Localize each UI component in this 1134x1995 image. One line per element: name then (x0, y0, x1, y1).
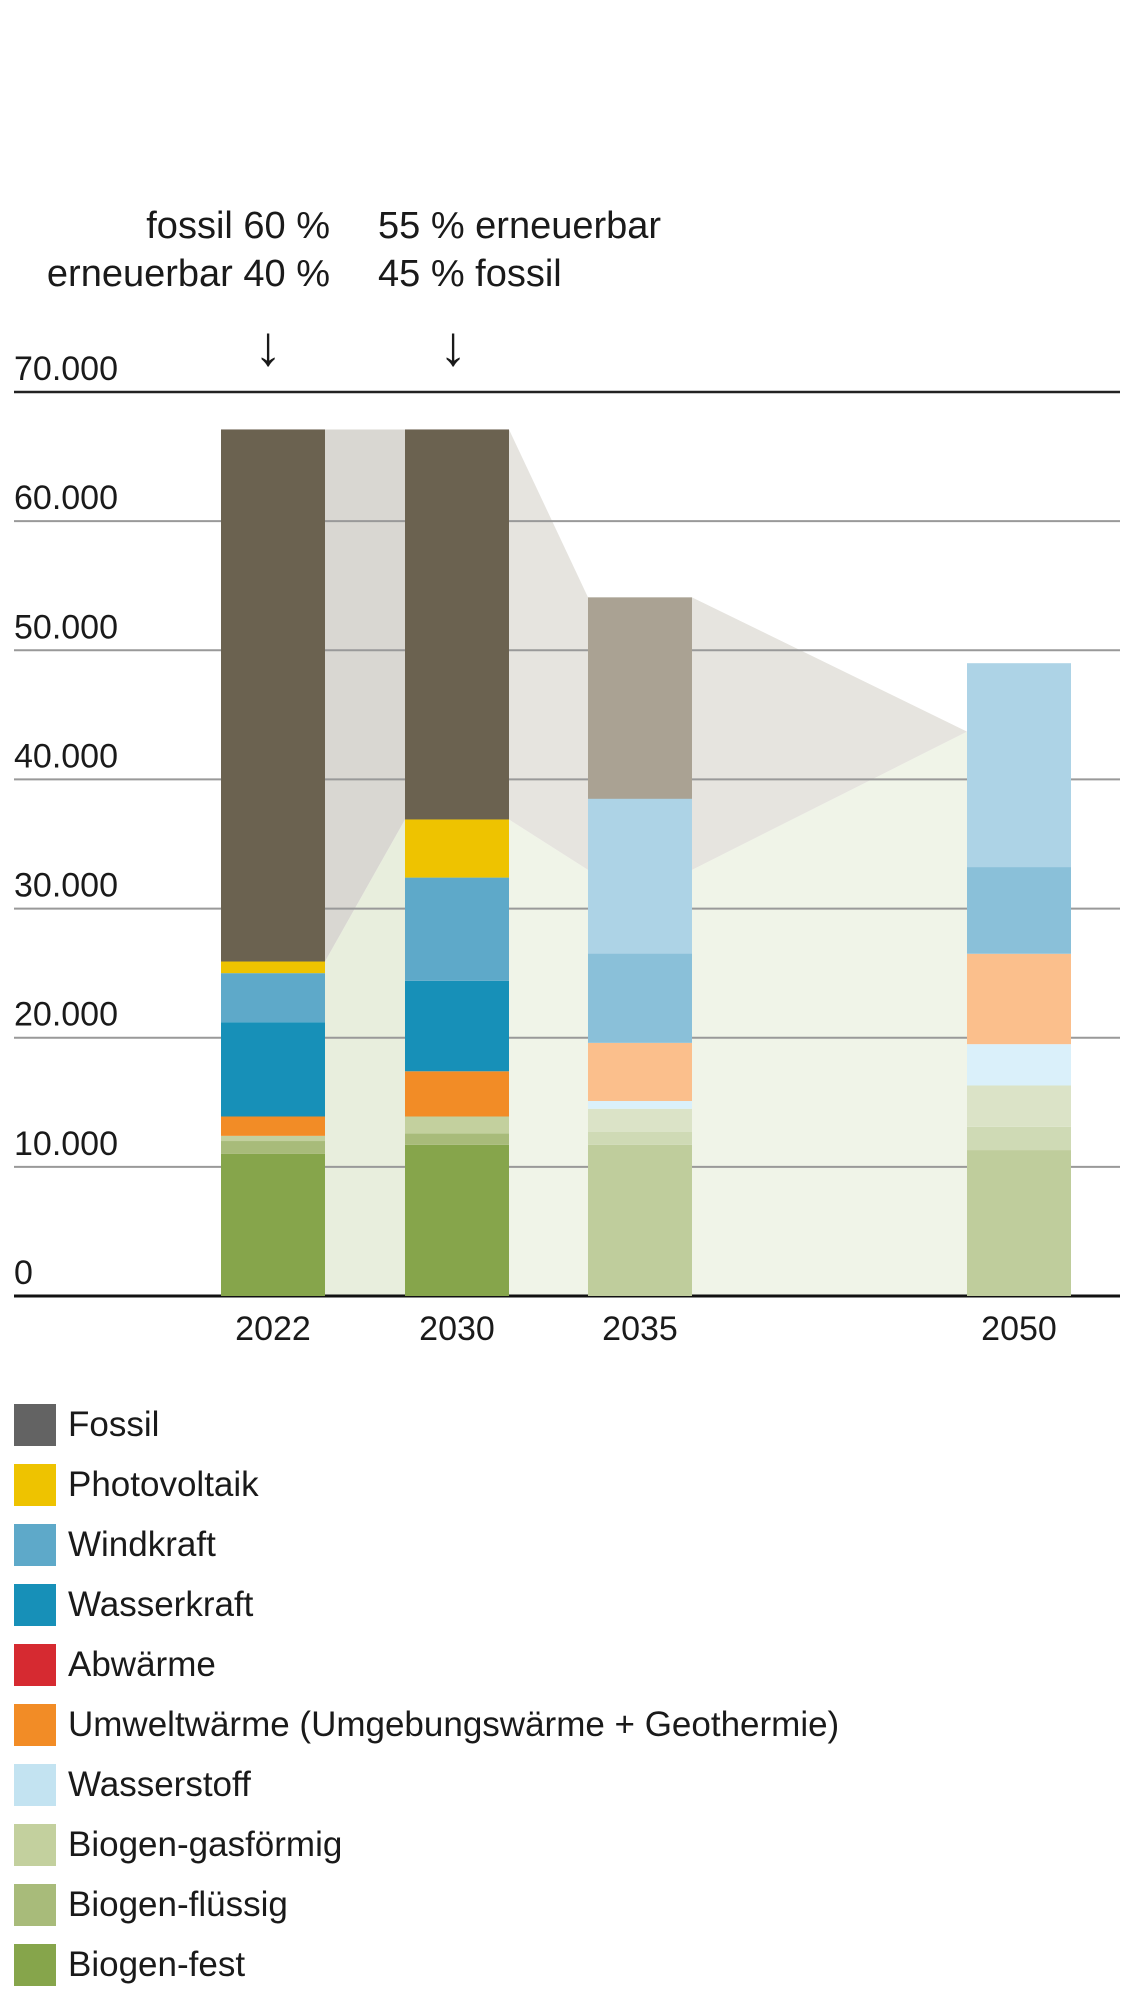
legend-item: Umweltwärme (Umgebungswärme + Geothermie… (14, 1695, 839, 1755)
renewable-band (509, 819, 588, 1296)
y-tick-label: 10.000 (14, 1125, 118, 1163)
annotation-2030-line1: 55 % erneuerbar (378, 205, 662, 247)
bar-segment (221, 973, 325, 1023)
bar-segment (221, 1022, 325, 1117)
legend-label: Fossil (68, 1405, 160, 1444)
y-tick-label: 70.000 (14, 350, 118, 388)
bar-segment (221, 1116, 325, 1136)
bar-segment (967, 864, 1071, 954)
legend-item: Wasserstoff (14, 1755, 839, 1815)
bar-segment (221, 1153, 325, 1296)
legend-item: Wasserkraft (14, 1575, 839, 1635)
bar-segment (405, 1133, 509, 1145)
legend-swatch (14, 1704, 56, 1746)
legend-label: Wasserstoff (68, 1765, 251, 1804)
arrow-down-icon: ↓ (254, 314, 282, 377)
fossil-band (325, 429, 405, 962)
renewable-band (325, 819, 405, 1296)
arrow-down-icon: ↓ (439, 314, 467, 377)
bar-segment (405, 877, 509, 981)
bar-segment (967, 953, 1071, 1045)
bar-segment (967, 663, 1071, 868)
x-tick-labels: 2022 2030 2035 2050 (235, 1310, 1057, 1348)
bar-segment (405, 1116, 509, 1134)
legend-item: Biogen-gasförmig (14, 1815, 839, 1875)
annotation-2022-line1: fossil 60 % (146, 205, 330, 247)
legend-item: Biogen-flüssig (14, 1875, 839, 1935)
x-tick-label: 2050 (981, 1310, 1057, 1348)
x-tick-label: 2022 (235, 1310, 311, 1348)
y-tick-label: 60.000 (14, 479, 118, 517)
fossil-band (692, 597, 967, 870)
legend-label: Biogen-gasförmig (68, 1825, 343, 1864)
legend-label: Photovoltaik (68, 1465, 259, 1504)
renewable-band (692, 731, 967, 1296)
bar-segment (221, 961, 325, 974)
annotation-2030: 55 % erneuerbar 45 % fossil (378, 202, 661, 298)
legend-label: Abwärme (68, 1645, 216, 1684)
bar-segment (405, 980, 509, 1072)
y-tick-label: 0 (14, 1254, 33, 1292)
bar-segment (588, 1108, 692, 1132)
bar-segment (405, 819, 509, 878)
legend-item: Abwärme (14, 1635, 839, 1695)
legend-swatch (14, 1884, 56, 1926)
bars (221, 429, 1071, 1296)
bar-segment (405, 1071, 509, 1117)
legend-swatch (14, 1404, 56, 1446)
bar-segment (588, 948, 692, 1043)
bar-segment (221, 429, 325, 962)
x-tick-label: 2035 (602, 1310, 678, 1348)
legend-swatch (14, 1584, 56, 1626)
legend-swatch (14, 1464, 56, 1506)
bar-segment (405, 1144, 509, 1296)
bar-segment (588, 798, 692, 954)
y-tick-label: 30.000 (14, 867, 118, 905)
legend-label: Biogen-fest (68, 1945, 246, 1984)
legend-label: Umweltwärme (Umgebungswärme + Geothermie… (68, 1705, 840, 1744)
stacked-bar-chart: 0 10.000 20.000 30.000 40.000 50.000 60.000 70.… (14, 350, 1120, 1348)
legend: Fossil Photovoltaik Windkraft Wasserkraf… (14, 1395, 839, 1995)
legend-label: Wasserkraft (68, 1585, 254, 1624)
y-tick-label: 50.000 (14, 608, 118, 646)
bar-segment (405, 429, 509, 820)
bar-segment (588, 1131, 692, 1145)
annotation-2022-line2: erneuerbar 40 % (46, 253, 330, 295)
y-tick-label: 40.000 (14, 737, 118, 775)
bar-segment (967, 1044, 1071, 1086)
legend-item: Windkraft (14, 1515, 839, 1575)
annotation-2022: fossil 60 % erneuerbar 40 % (47, 202, 330, 298)
legend-swatch (14, 1944, 56, 1986)
legend-label: Biogen-flüssig (68, 1885, 288, 1924)
legend-swatch (14, 1524, 56, 1566)
bar-segment (588, 1042, 692, 1101)
legend-item: Photovoltaik (14, 1455, 839, 1515)
legend-swatch (14, 1824, 56, 1866)
legend-item: Fossil (14, 1395, 839, 1455)
bar-segment (221, 1141, 325, 1154)
y-tick-labels: 0 10.000 20.000 30.000 40.000 50.000 60.000 70.… (14, 350, 118, 1292)
x-tick-label: 2030 (419, 1310, 495, 1348)
gridlines (14, 390, 1120, 1298)
bar-segment (967, 1085, 1071, 1127)
annotation-2030-line2: 45 % fossil (378, 253, 562, 295)
legend-swatch (14, 1764, 56, 1806)
bar-segment (221, 1135, 325, 1142)
bar-segment (588, 1144, 692, 1296)
bar-segment (967, 1150, 1071, 1296)
legend-label: Windkraft (68, 1525, 216, 1564)
bar-segment (588, 1100, 692, 1109)
bar-segment (967, 1126, 1071, 1151)
legend-swatch (14, 1644, 56, 1686)
y-tick-label: 20.000 (14, 996, 118, 1034)
legend-item: Biogen-fest (14, 1935, 839, 1995)
